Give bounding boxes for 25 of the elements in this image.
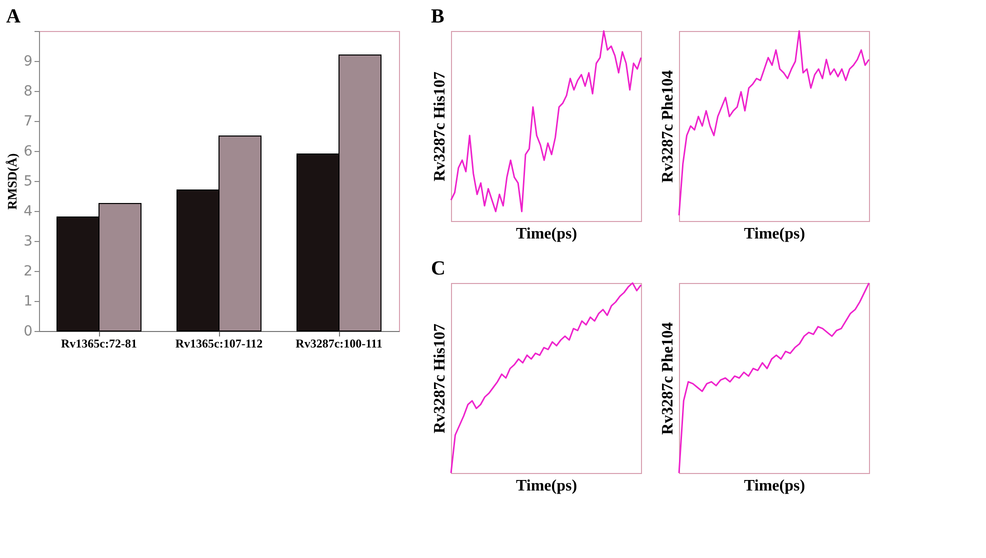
x-tick-label: Rv1365c:72-81: [61, 336, 137, 350]
y-axis-title: Rv3287c Phe104: [660, 70, 676, 183]
y-tick-label: 2: [24, 264, 32, 280]
x-axis-title: Time(ps): [516, 478, 578, 494]
y-axis-title: Rv3287c His107: [432, 324, 448, 434]
y-tick-label: 1: [24, 294, 32, 310]
x-axis-title: Time(ps): [744, 478, 806, 494]
x-tick-label: Rv1365c:107-112: [175, 336, 263, 350]
y-tick-label: 4: [24, 204, 33, 220]
chart-title: B: [431, 5, 444, 28]
chart-title: C: [431, 257, 446, 280]
y-axis-title: RMSD(Å): [4, 153, 20, 210]
y-tick-label: 6: [24, 144, 33, 160]
y-tick-label: 7: [24, 114, 32, 130]
y-tick-label: 5: [24, 174, 32, 190]
y-axis-title: Rv3287c Phe104: [660, 322, 676, 435]
x-axis-title: Time(ps): [516, 226, 578, 242]
y-tick-label: 9: [24, 54, 32, 70]
y-axis-title: Rv3287c His107: [432, 72, 448, 182]
x-tick-label: Rv3287c:100-111: [296, 336, 382, 350]
y-tick-label: 3: [24, 234, 32, 250]
y-tick-label: 0: [24, 324, 32, 340]
x-axis-title: Time(ps): [744, 226, 806, 242]
y-tick-label: 8: [24, 84, 32, 100]
chart-title: A: [6, 6, 22, 28]
